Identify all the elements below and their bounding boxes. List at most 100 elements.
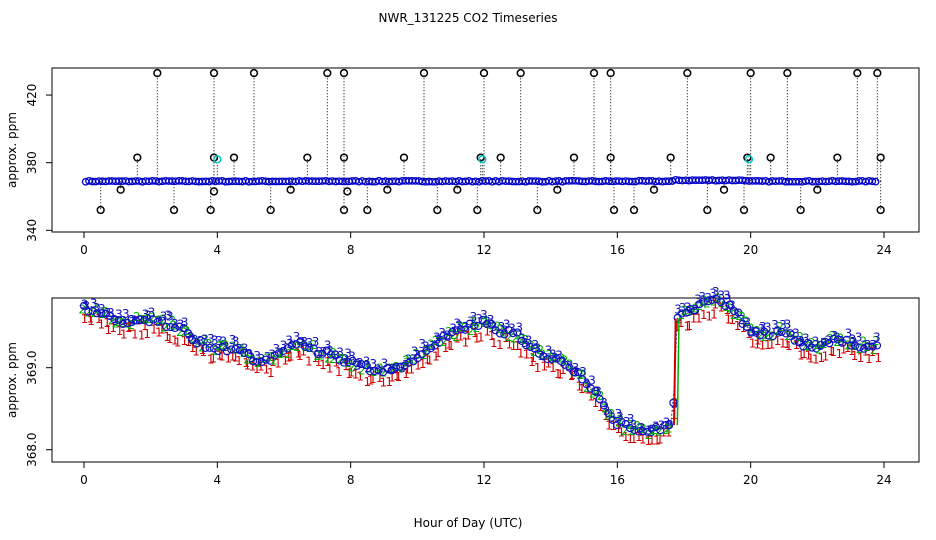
series-2-mark: 2 [461, 321, 469, 335]
high-spikes-point [746, 68, 755, 78]
circle-point [604, 409, 613, 418]
circle-point [630, 425, 639, 435]
circle-point [110, 315, 119, 324]
series-3-mark: 3 [245, 347, 253, 361]
series-3-mark: 3 [148, 306, 156, 320]
circle-point [391, 363, 401, 372]
series-3-mark: 3 [272, 342, 280, 356]
low-outliers-point [533, 205, 542, 215]
series-2-mark: 2 [212, 344, 220, 358]
series-2-mark: 2 [379, 365, 387, 379]
series-2-mark: 2 [561, 354, 569, 368]
series-1-mark: 1 [857, 351, 865, 365]
series-2-mark: 2 [764, 328, 772, 342]
circle-point [300, 342, 310, 351]
series-1-mark: 1 [836, 347, 844, 361]
series-1-mark: 1 [559, 363, 567, 377]
series-1-mark: 1 [315, 355, 323, 369]
series-1-mark: 1 [477, 331, 485, 345]
circle-point [534, 349, 544, 358]
circle-point [465, 319, 474, 328]
series-3-mark: 3 [411, 344, 419, 358]
series-3-mark: 3 [797, 334, 805, 348]
series-1-mark: 1 [690, 312, 698, 326]
series-2-mark: 2 [527, 338, 535, 352]
series-2-mark: 2 [678, 308, 686, 322]
circle-point [443, 332, 453, 341]
circle-point [859, 344, 869, 353]
series-2-mark: 2 [348, 360, 356, 374]
circle-point [244, 350, 253, 359]
series-1-mark: 1 [404, 362, 412, 376]
series-2-mark: 2 [518, 332, 526, 346]
series-1-mark: 1 [104, 323, 112, 337]
series-3-mark: 3 [98, 302, 106, 316]
circle-point [205, 343, 214, 352]
series-1-mark: 1 [502, 331, 510, 345]
series-3-mark: 3 [122, 307, 130, 321]
series-2-mark: 2 [358, 363, 366, 377]
low-outliers-point [383, 185, 392, 194]
series-1-mark: 1 [673, 320, 681, 334]
circle-point [240, 348, 249, 358]
series-1-mark: 1 [269, 355, 277, 369]
series-2-mark: 2 [473, 321, 481, 335]
series-1-mark: 1 [189, 341, 197, 355]
circle-point [348, 356, 357, 365]
series-3-mark: 3 [864, 338, 872, 352]
series-2-mark: 2 [124, 316, 132, 330]
series-2-mark: 2 [796, 330, 804, 344]
series-2-mark: 2 [768, 329, 776, 343]
series-1-mark: 1 [724, 313, 732, 327]
series-1-mark: 1 [488, 329, 496, 343]
series-3-mark: 3 [300, 335, 308, 349]
low-outliers-point [206, 205, 215, 215]
series-1-mark: 1 [262, 363, 270, 377]
series-2-mark: 2 [629, 424, 637, 438]
series-1-mark: 1 [544, 357, 552, 371]
x-tick-label: 20 [743, 473, 758, 487]
circle-point [131, 316, 141, 325]
circle-point [712, 295, 721, 304]
series-1-mark: 1 [754, 337, 762, 351]
circle-point [794, 338, 804, 347]
x-tick-label: 4 [214, 243, 222, 257]
circle-point [829, 334, 838, 343]
high-spikes-point [606, 68, 615, 78]
series-3-mark: 3 [136, 313, 144, 327]
series-3-mark: 3 [115, 308, 123, 322]
series-3-mark: 3 [771, 318, 779, 332]
circle-point [539, 352, 548, 361]
series-3-mark: 3 [120, 314, 128, 328]
series-2-mark: 2 [168, 314, 176, 328]
low-outliers-point [363, 205, 372, 215]
series-3-mark: 3 [784, 317, 792, 331]
series-1-mark: 1 [827, 344, 835, 358]
series-1-mark: 1 [653, 433, 661, 447]
circle-point [227, 345, 236, 354]
series-1-mark: 1 [324, 355, 332, 369]
series-2-mark: 2 [420, 348, 428, 362]
circle-point [136, 315, 145, 324]
circle-point [231, 344, 240, 354]
circle-point [803, 338, 812, 348]
series-2-mark: 2 [753, 324, 761, 338]
series-1-mark: 1 [540, 359, 548, 373]
series-1-mark: 1 [332, 356, 340, 370]
x-tick-label: 16 [610, 243, 625, 257]
circle-point [547, 355, 557, 364]
series-2-mark: 2 [488, 318, 496, 332]
series-1-mark: 1 [865, 352, 873, 366]
series-3-mark: 3 [81, 297, 89, 311]
circle-point [872, 341, 882, 350]
mid-spikes-point [876, 153, 885, 162]
series-2-mark: 2 [551, 352, 559, 366]
circle-point [599, 401, 609, 410]
series-1-mark: 1 [380, 375, 388, 389]
series-1-mark: 1 [523, 347, 531, 361]
circle-point [97, 309, 106, 318]
series-3-mark: 3 [779, 318, 787, 332]
series-1-mark: 1 [822, 349, 830, 363]
series-3-mark: 3 [652, 419, 660, 433]
baseline-point [871, 177, 880, 186]
